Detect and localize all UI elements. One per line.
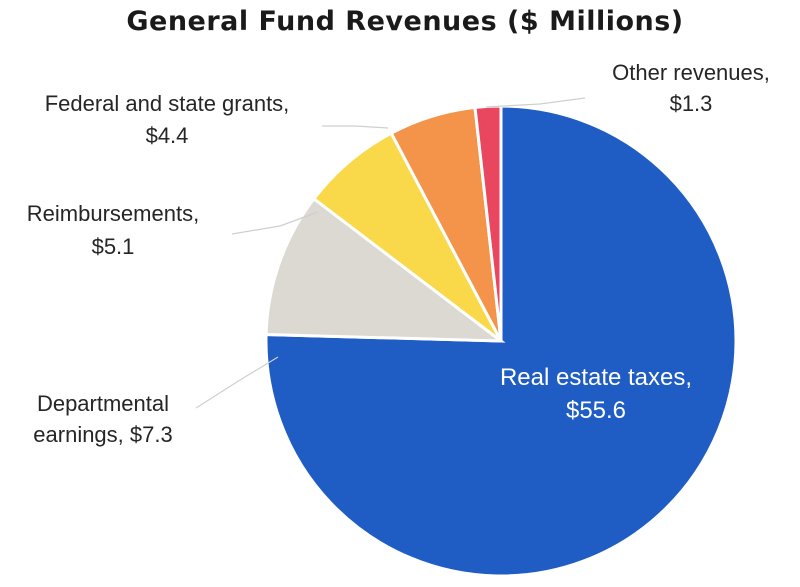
chart-title: General Fund Revenues ($ Millions) <box>126 6 683 37</box>
leader-line-reimbursements <box>231 211 319 235</box>
slice-label-departmental-earnings: Departmental earnings, $7.3 <box>33 391 172 447</box>
leader-line-federal-and-state-grants <box>322 125 389 129</box>
slice-label-line: Federal and state grants, <box>45 91 290 116</box>
slice-label-line: Reimbursements, <box>27 201 199 226</box>
slice-labels: Real estate taxes, $55.6 Departmental earni… <box>27 60 770 447</box>
slice-label-reimbursements: Reimbursements, $5.1 <box>27 201 199 259</box>
slice-label-line: $4.4 <box>146 123 189 148</box>
leader-line-other-revenues <box>485 97 586 108</box>
leader-line-departmental-earnings <box>195 356 279 409</box>
slice-label-line: Departmental <box>37 391 169 416</box>
slice-label-line: Real estate taxes, <box>500 364 692 391</box>
slice-label-line: Other revenues, <box>612 60 770 85</box>
slice-label-line: $55.6 <box>566 397 626 424</box>
pie-slices <box>264 104 738 578</box>
slice-label-line: earnings, $7.3 <box>33 422 172 447</box>
slice-label-federal-and-state-grants: Federal and state grants, $4.4 <box>45 91 290 148</box>
pie-slice-departmental-earnings <box>264 196 506 343</box>
leader-lines <box>195 97 586 409</box>
slice-label-real-estate-taxes: Real estate taxes, $55.6 <box>500 364 692 424</box>
slice-label-other-revenues: Other revenues, $1.3 <box>612 60 770 116</box>
slice-label-line: $5.1 <box>92 234 135 259</box>
slice-label-line: $1.3 <box>670 91 713 116</box>
